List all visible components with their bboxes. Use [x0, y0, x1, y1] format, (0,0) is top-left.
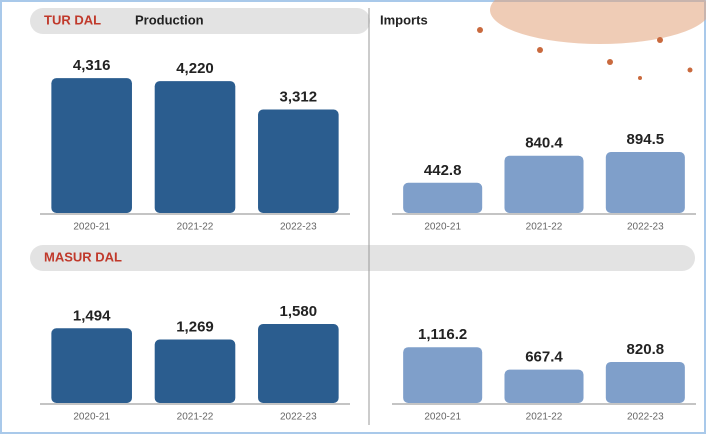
x-tick-label: 2022-23	[280, 222, 317, 233]
value-label: 820.8	[627, 341, 665, 358]
x-tick-label: 2021-22	[177, 412, 214, 423]
section-label: MASUR DAL	[44, 249, 122, 264]
bar	[154, 81, 236, 213]
x-tick-label: 2021-22	[177, 222, 214, 233]
section-band	[30, 245, 695, 271]
bar	[51, 78, 132, 213]
bar	[154, 339, 236, 403]
value-label: 1,494	[73, 307, 111, 324]
chart-title: Production	[135, 12, 204, 27]
bar	[51, 328, 132, 403]
x-tick-label: 2021-22	[526, 412, 563, 423]
bar	[605, 361, 685, 403]
bar	[403, 347, 483, 403]
x-tick-label: 2022-23	[627, 222, 664, 233]
value-label: 442.8	[424, 162, 462, 179]
bar	[504, 369, 584, 403]
header-band	[30, 8, 370, 34]
value-label: 840.4	[525, 135, 563, 152]
value-label: 3,312	[280, 88, 318, 105]
bar	[258, 324, 339, 403]
x-tick-label: 2020-21	[424, 412, 461, 423]
x-tick-label: 2021-22	[526, 222, 563, 233]
bar	[258, 109, 339, 213]
value-label: 1,269	[176, 319, 214, 336]
value-label: 894.5	[627, 131, 665, 148]
x-tick-label: 2022-23	[280, 412, 317, 423]
bar	[605, 152, 685, 213]
value-label: 4,316	[73, 57, 111, 74]
value-label: 4,220	[176, 60, 214, 77]
chart-title: Imports	[380, 12, 428, 27]
x-tick-label: 2022-23	[627, 412, 664, 423]
x-tick-label: 2020-21	[73, 222, 110, 233]
x-tick-label: 2020-21	[73, 412, 110, 423]
lentil-decoration	[477, 0, 706, 80]
x-tick-label: 2020-21	[424, 222, 461, 233]
value-label: 1,580	[280, 303, 318, 320]
bar	[504, 155, 584, 213]
value-label: 667.4	[525, 349, 563, 366]
value-label: 1,116.2	[418, 326, 467, 343]
section-label: TUR DAL	[44, 12, 101, 27]
bar	[403, 182, 483, 213]
